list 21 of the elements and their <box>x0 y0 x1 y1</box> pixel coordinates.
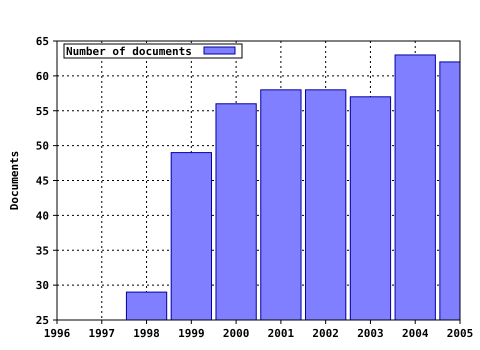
x-tick-label: 2005 <box>446 327 474 340</box>
x-tick-label: 2002 <box>312 327 339 340</box>
y-tick-label: 45 <box>36 174 49 188</box>
x-tick-label: 1996 <box>44 327 71 340</box>
y-tick-label: 40 <box>36 209 49 222</box>
y-axis-title: Documents <box>8 150 21 210</box>
x-tick-label: 1999 <box>178 327 205 340</box>
y-tick-label: 65 <box>36 35 49 48</box>
y-tick-label: 55 <box>36 104 49 118</box>
x-tick-label: 2004 <box>402 327 429 340</box>
y-tick-label: 60 <box>36 70 49 83</box>
y-tick-label: 30 <box>36 279 49 292</box>
x-tick-label: 1998 <box>133 327 160 340</box>
x-tick-label: 2001 <box>268 327 295 340</box>
x-tick-label: 1997 <box>88 327 116 340</box>
y-tick-label: 35 <box>36 244 49 258</box>
y-tick-label: 25 <box>36 314 49 327</box>
x-tick-label: 2003 <box>357 327 384 340</box>
legend-label: Number of documents <box>66 45 192 58</box>
y-tick-label: 50 <box>36 140 49 153</box>
x-tick-label: 2000 <box>222 327 250 340</box>
